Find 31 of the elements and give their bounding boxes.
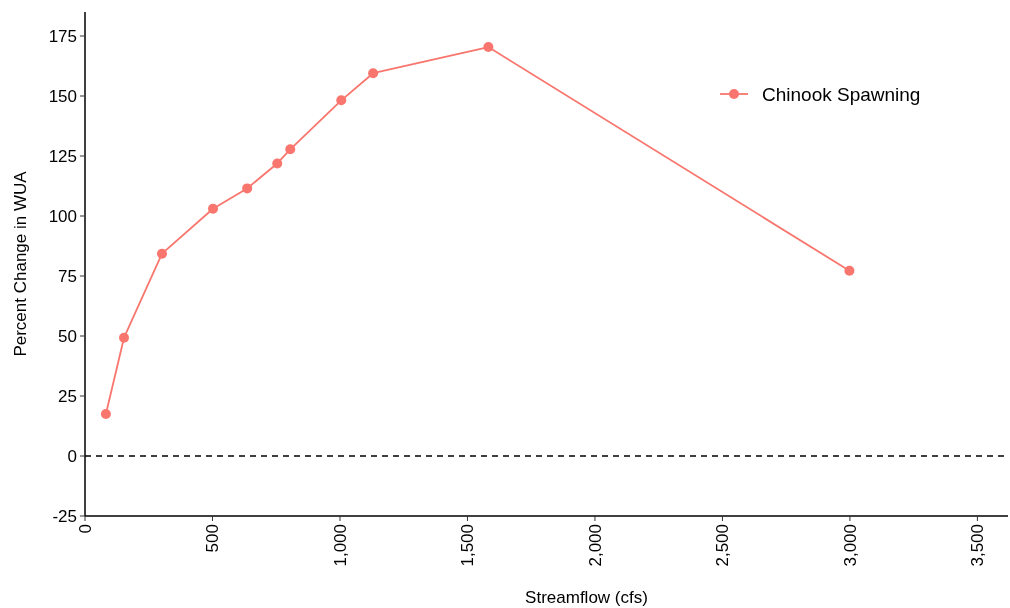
y-tick-label: 125 [48,146,77,166]
y-tick-label: 0 [67,446,77,466]
point [368,68,379,79]
y-tick-label: 175 [48,26,77,46]
point [242,183,253,194]
x-tick-label: 0 [75,524,95,534]
point [483,42,494,53]
x-tick-label: 3,000 [840,524,860,567]
y-axis-title: Percent Change in WUA [11,170,30,357]
x-tick-label: 1,000 [330,524,350,567]
y-tick-label: -25 [52,506,77,526]
y-tick-label: 150 [48,86,77,106]
x-tick-label: 2,000 [585,524,605,567]
x-axis-title: Streamflow (cfs) [525,588,648,607]
x-tick-label: 1,500 [458,524,478,567]
y-tick-label: 50 [58,326,77,346]
point [100,409,111,419]
x-tick-label: 3,500 [968,524,988,567]
point [157,248,167,259]
point [336,95,347,106]
point [119,332,130,343]
y-tick-label: 75 [58,266,77,286]
point [844,265,855,276]
x-tick-label: 2,500 [713,524,733,567]
point [208,203,218,214]
point [272,158,283,169]
y-tick-label: 25 [58,386,77,406]
y-tick-label: 100 [48,206,77,226]
point [285,144,296,155]
legend-label: Chinook Spawning [762,83,921,105]
x-tick-label: 500 [203,524,223,553]
